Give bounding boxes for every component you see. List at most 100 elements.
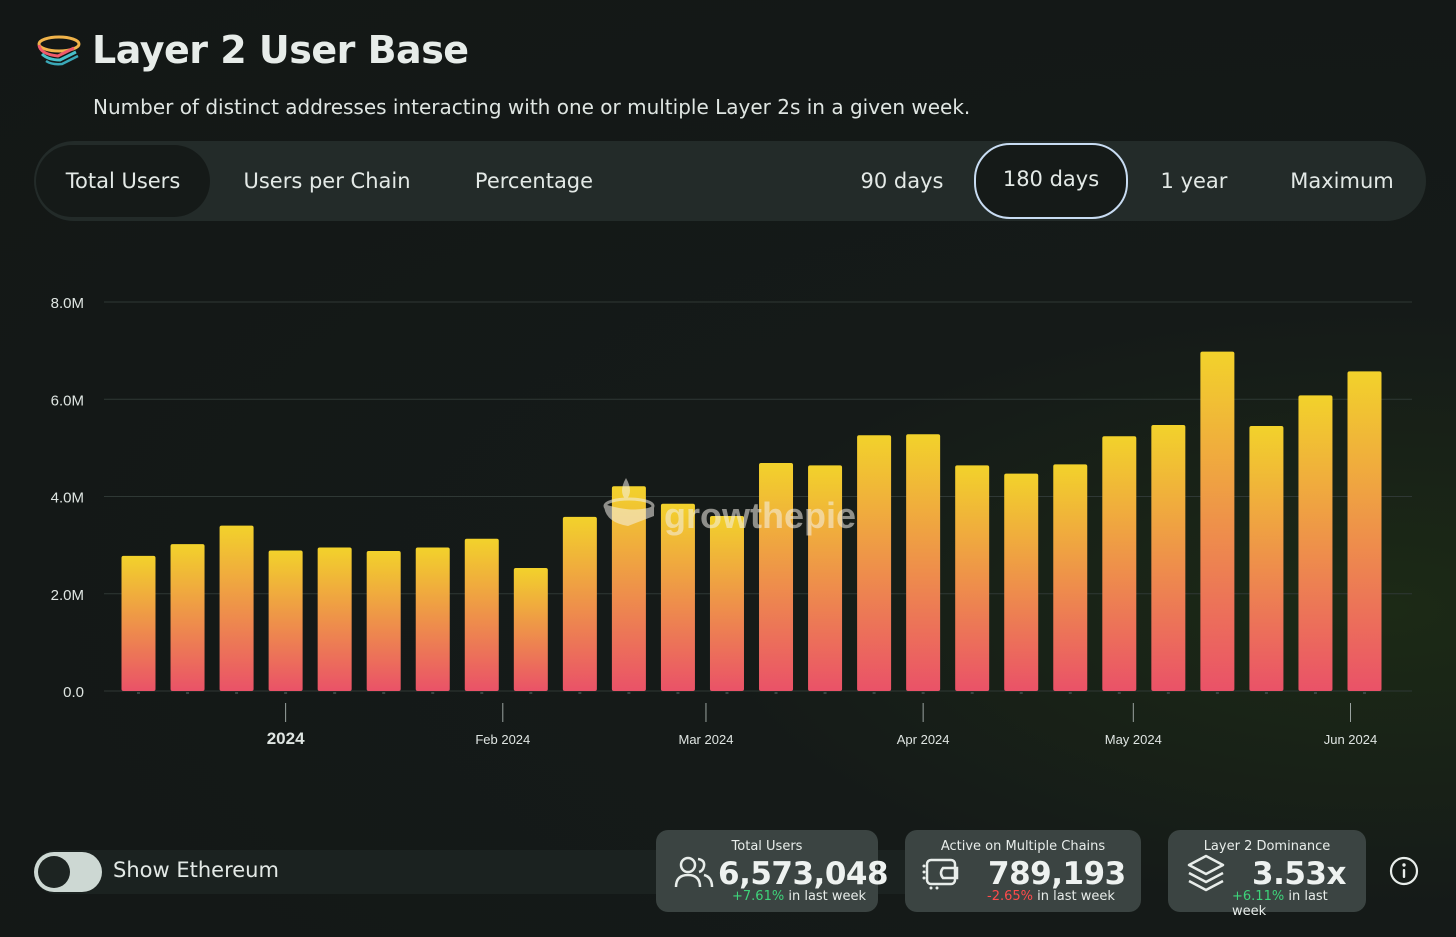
bar-tick — [725, 692, 729, 694]
watermark-text: growthepie — [664, 495, 856, 536]
bar-tick — [186, 692, 190, 694]
bar-tick — [872, 692, 876, 694]
bar-tick — [284, 692, 288, 694]
bar-tick — [627, 692, 631, 694]
y-tick-label: 0.0 — [63, 684, 84, 701]
bar[interactable] — [709, 515, 744, 691]
bar[interactable] — [1249, 425, 1284, 691]
y-tick-label: 2.0M — [51, 587, 84, 604]
show-ethereum-toggle[interactable] — [34, 852, 102, 892]
stat-value: 6,573,048 — [718, 856, 889, 892]
page-title: Layer 2 User Base — [92, 28, 469, 72]
stat-change-suffix: in last week — [1232, 889, 1328, 919]
x-tick-label: 2024 — [267, 729, 305, 748]
bar-tick — [235, 692, 239, 694]
stat-value: 3.53x — [1252, 856, 1346, 892]
bar[interactable] — [121, 555, 156, 691]
tab-1-year[interactable]: 1 year — [1160, 169, 1228, 193]
bar[interactable] — [513, 567, 548, 691]
bar-tick — [480, 692, 484, 694]
bar[interactable] — [660, 503, 695, 691]
stat-title: Layer 2 Dominance — [1203, 839, 1331, 854]
layers-icon — [1187, 854, 1225, 892]
stat-change: -2.65% in last week — [987, 889, 1115, 904]
bar[interactable] — [219, 525, 254, 691]
header: Layer 2 User Base — [36, 28, 469, 72]
stat-change-suffix: in last week — [788, 889, 867, 904]
bar[interactable] — [857, 435, 892, 691]
bar[interactable] — [268, 550, 303, 691]
page-subtitle: Number of distinct addresses interacting… — [93, 95, 971, 119]
bar-tick — [137, 692, 140, 694]
toggle-knob — [38, 856, 70, 888]
bar-tick — [1264, 692, 1268, 694]
bar-chart: 0.0 2.0M 4.0M 6.0M 8.0M 2024 Feb 2024 Mar 2024… — [51, 295, 1412, 748]
bar[interactable] — [955, 465, 990, 691]
wallet-icon — [922, 858, 959, 890]
info-icon[interactable] — [1389, 856, 1419, 886]
growthepie-logo-icon — [37, 35, 81, 66]
bar-tick — [774, 692, 778, 694]
tab-maximum[interactable]: Maximum — [1290, 169, 1394, 193]
stat-title: Total Users — [731, 839, 803, 854]
stat-title: Active on Multiple Chains — [940, 839, 1106, 854]
bar[interactable] — [562, 516, 597, 691]
bar[interactable] — [366, 550, 401, 691]
stat-value: 789,193 — [988, 856, 1126, 892]
y-tick-label: 8.0M — [51, 295, 84, 312]
bar[interactable] — [1102, 436, 1137, 691]
stat-change-value: -2.65% — [987, 889, 1033, 904]
stat-change-suffix: in last week — [1037, 889, 1115, 904]
bar-tick — [970, 692, 974, 694]
chart-watermark: growthepie — [603, 478, 856, 536]
chart-bars — [121, 351, 1382, 694]
bar-tick — [1166, 692, 1170, 694]
bar[interactable] — [808, 465, 843, 691]
x-tick-label: Jun 2024 — [1324, 732, 1378, 747]
bar[interactable] — [170, 544, 205, 691]
show-ethereum-label: Show Ethereum — [113, 858, 279, 882]
tab-90-days[interactable]: 90 days — [860, 169, 944, 193]
bar-tick — [578, 692, 582, 694]
stat-card-multiple-chains: Active on Multiple Chains 789,193 -2.65%… — [905, 830, 1141, 912]
bar-tick — [333, 692, 337, 694]
bar-tick — [1313, 692, 1317, 694]
bar-tick — [1068, 692, 1072, 694]
y-tick-label: 4.0M — [51, 490, 84, 507]
bar-tick — [529, 692, 533, 694]
bar-tick — [1117, 692, 1121, 694]
chart-x-axis: 2024 Feb 2024 Mar 2024 Apr 2024 May 2024 Jun … — [267, 703, 1378, 748]
tab-percentage[interactable]: Percentage — [474, 169, 594, 193]
y-tick-label: 6.0M — [51, 392, 84, 409]
stat-card-total-users: Total Users 6,573,048 +7.61% in last wee… — [656, 830, 889, 912]
tab-bar: Total Users Users per Chain Percentage 9… — [34, 141, 1426, 221]
bar-tick — [431, 692, 435, 694]
bar[interactable] — [1151, 425, 1186, 691]
x-tick-label: May 2024 — [1105, 732, 1162, 747]
bar[interactable] — [906, 434, 941, 691]
bar[interactable] — [415, 547, 450, 691]
bar-tick — [676, 692, 680, 694]
users-icon — [674, 856, 714, 888]
bar[interactable] — [317, 547, 352, 691]
x-tick-label: Feb 2024 — [475, 732, 530, 747]
bar[interactable] — [759, 462, 794, 691]
bar[interactable] — [1004, 473, 1039, 691]
bar[interactable] — [1298, 395, 1333, 691]
tab-total-users[interactable]: Total Users — [36, 145, 210, 217]
bar[interactable] — [611, 486, 646, 691]
bar-tick — [382, 692, 386, 694]
x-tick-label: Mar 2024 — [679, 732, 734, 747]
bar[interactable] — [1347, 371, 1382, 691]
stat-card-l2-dominance: Layer 2 Dominance 3.53x +6.11% in last w… — [1168, 830, 1366, 919]
stat-change: +6.11% in last week — [1232, 889, 1366, 919]
bar-tick — [1363, 692, 1366, 694]
stat-change: +7.61% in last week — [732, 889, 866, 904]
stat-change-value: +7.61% — [732, 889, 785, 904]
bar-tick — [1019, 692, 1023, 694]
bar[interactable] — [1053, 464, 1088, 691]
bar[interactable] — [464, 538, 499, 691]
bar[interactable] — [1200, 351, 1235, 691]
tab-users-per-chain[interactable]: Users per Chain — [243, 169, 411, 193]
tab-180-days[interactable]: 180 days — [974, 143, 1128, 219]
